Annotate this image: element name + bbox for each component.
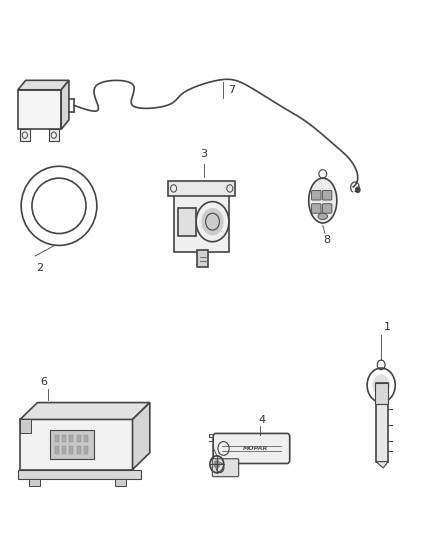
Bar — [69, 435, 73, 442]
Polygon shape — [61, 80, 69, 130]
FancyBboxPatch shape — [212, 459, 239, 477]
FancyBboxPatch shape — [311, 204, 321, 213]
FancyBboxPatch shape — [174, 191, 229, 252]
Bar — [55, 435, 59, 442]
Bar — [20, 130, 30, 141]
Bar — [178, 208, 196, 236]
Text: 8: 8 — [324, 235, 331, 245]
Circle shape — [213, 460, 220, 469]
Text: 1: 1 — [383, 322, 390, 333]
Bar — [77, 446, 81, 454]
Bar — [50, 430, 94, 459]
Circle shape — [201, 208, 224, 236]
Text: MOPAR: MOPAR — [243, 446, 268, 451]
Text: 7: 7 — [228, 85, 235, 95]
Bar — [18, 470, 141, 479]
Bar — [62, 435, 66, 442]
Polygon shape — [133, 402, 150, 470]
Text: 2: 2 — [36, 263, 43, 273]
Bar — [376, 383, 388, 462]
FancyBboxPatch shape — [213, 433, 290, 464]
Bar — [29, 479, 39, 487]
Bar — [20, 419, 31, 433]
Bar — [69, 446, 73, 454]
FancyBboxPatch shape — [322, 204, 332, 213]
Bar — [55, 446, 59, 454]
Polygon shape — [309, 178, 337, 223]
FancyBboxPatch shape — [168, 181, 235, 196]
Bar — [115, 479, 126, 487]
Bar — [198, 249, 208, 266]
Bar — [49, 130, 59, 141]
Polygon shape — [20, 402, 150, 419]
Bar — [62, 446, 66, 454]
Bar — [20, 419, 133, 470]
Polygon shape — [18, 80, 69, 90]
Polygon shape — [376, 462, 388, 468]
Ellipse shape — [318, 213, 328, 220]
FancyBboxPatch shape — [311, 191, 321, 200]
FancyBboxPatch shape — [322, 191, 332, 200]
Text: 5: 5 — [207, 434, 214, 444]
Bar — [84, 446, 88, 454]
Text: 4: 4 — [259, 415, 266, 425]
Bar — [18, 90, 61, 130]
Text: 3: 3 — [200, 149, 207, 159]
Text: 6: 6 — [40, 377, 47, 387]
Circle shape — [372, 374, 390, 396]
Bar — [375, 383, 388, 403]
Circle shape — [356, 187, 360, 192]
Bar — [77, 435, 81, 442]
Bar — [84, 435, 88, 442]
